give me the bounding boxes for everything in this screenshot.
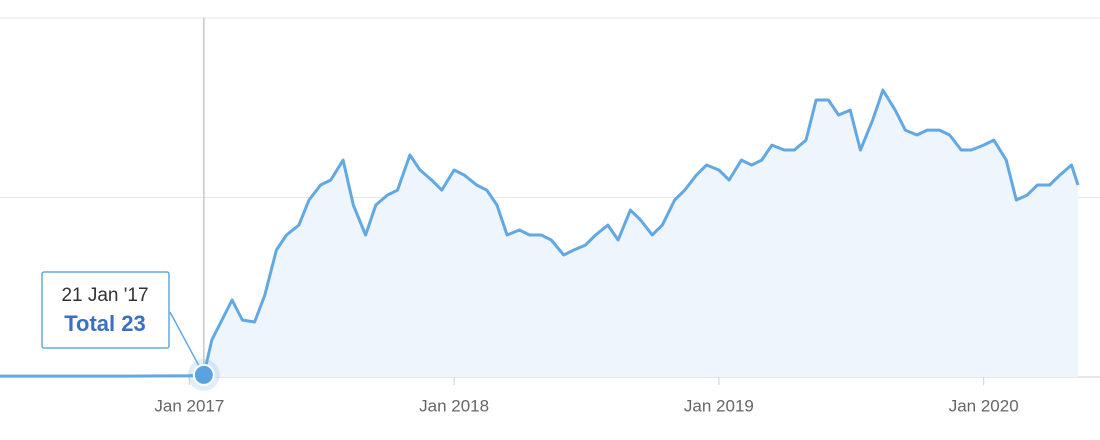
- tooltip-series-name: Total: [64, 311, 115, 336]
- tooltip-date: 21 Jan '17: [61, 285, 148, 306]
- area-fill: [0, 90, 1078, 377]
- x-tick-label: Jan 2020: [949, 396, 1019, 415]
- tooltip-value: Total 23: [64, 311, 146, 336]
- tooltip-connector: [169, 311, 205, 376]
- line: [0, 88, 1080, 378]
- x-tick-label: Jan 2018: [419, 396, 489, 415]
- tooltip-number: 23: [121, 311, 145, 336]
- x-tick-label: Jan 2017: [154, 396, 224, 415]
- tooltip-point: [192, 363, 215, 386]
- tooltip-box: [41, 271, 170, 349]
- x-tick-label: Jan 2019: [684, 396, 754, 415]
